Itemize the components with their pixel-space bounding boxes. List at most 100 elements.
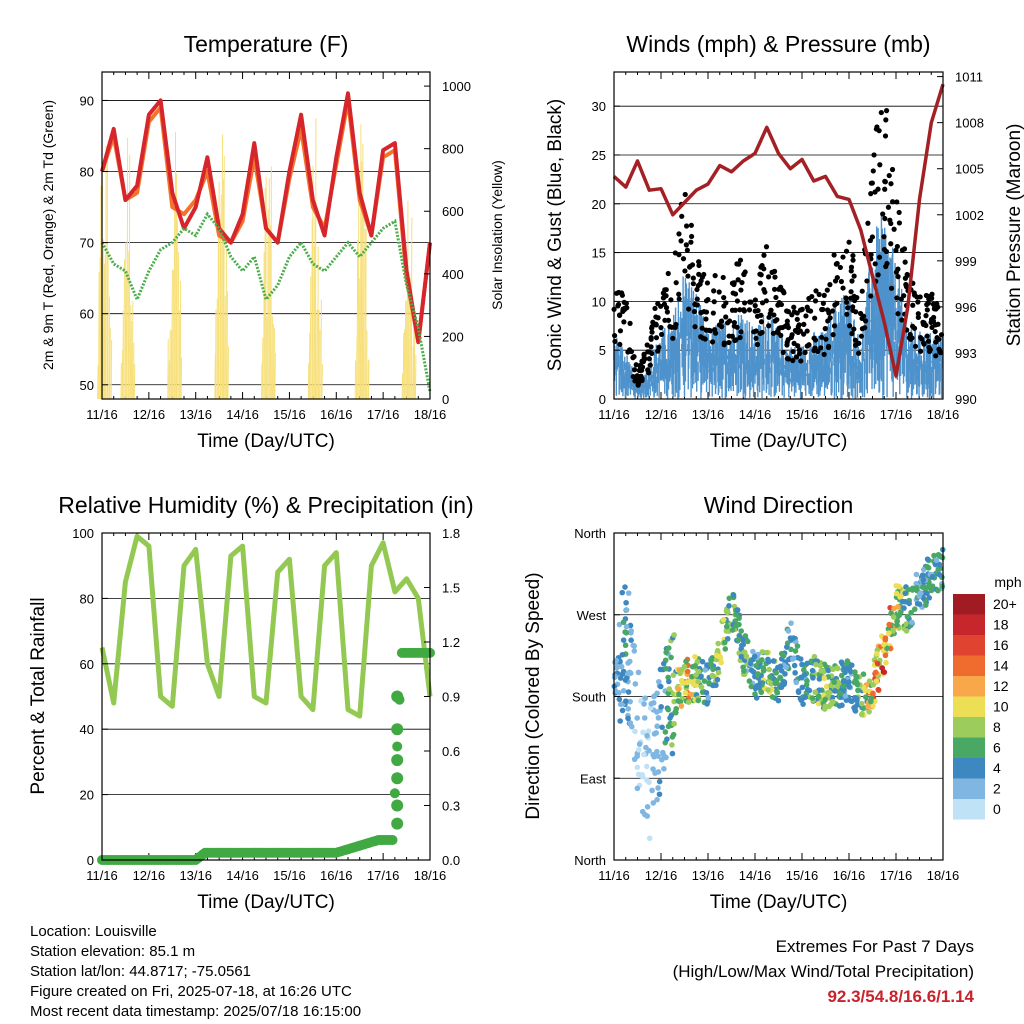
gust-point: [850, 252, 856, 259]
gust-point: [824, 307, 831, 313]
gust-point: [925, 300, 932, 306]
gust-point: [716, 289, 722, 295]
gust-point: [683, 223, 690, 229]
recent-text: Most recent data timestamp: 2025/07/18 1…: [30, 1003, 362, 1020]
direction-point: [868, 698, 874, 705]
direction-point: [919, 572, 926, 578]
direction-point: [628, 637, 634, 643]
gust-point: [834, 274, 840, 281]
gust-point: [791, 304, 797, 310]
direction-point: [659, 724, 665, 731]
direction-point: [750, 648, 756, 655]
direction-point: [770, 658, 777, 664]
colorbar-label: 18: [993, 617, 1009, 633]
colorbar-label: 8: [993, 719, 1001, 735]
direction-point: [646, 835, 653, 842]
direction-point: [625, 715, 631, 722]
direction-point: [765, 687, 771, 693]
gust-point: [818, 334, 825, 340]
gust-point: [734, 298, 740, 304]
gust-point: [647, 362, 653, 368]
elevation-text: Station elevation: 85.1 m: [30, 943, 196, 960]
gust-point: [855, 350, 862, 356]
gust-point: [703, 298, 710, 304]
humidity-ytick-right-label: 1.2: [442, 635, 460, 650]
gust-point: [754, 341, 761, 348]
gust-point: [688, 222, 694, 228]
gust-point: [797, 351, 803, 357]
direction-point: [617, 675, 624, 681]
gust-point: [852, 337, 859, 343]
gust-point: [687, 263, 693, 269]
gust-point: [723, 314, 729, 320]
gust-point: [882, 186, 888, 192]
direction-point: [862, 694, 869, 700]
direction-point: [939, 583, 946, 590]
direction-point: [866, 678, 873, 684]
extremes-values: 92.3/54.8/16.6/1.14: [827, 987, 974, 1006]
gust-point: [803, 313, 809, 319]
gust-point: [721, 295, 727, 301]
direction-point: [635, 669, 642, 676]
direction-point: [690, 681, 697, 687]
direction-point: [639, 773, 646, 780]
direction-point: [628, 629, 634, 636]
direction-point: [860, 705, 867, 711]
gust-point: [631, 367, 638, 373]
gust-point: [704, 280, 711, 286]
gust-point: [770, 330, 777, 336]
direction-point: [747, 660, 754, 667]
direction-point: [648, 701, 655, 707]
colorbar-swatch: [953, 635, 985, 656]
gust-point: [738, 329, 744, 335]
gust-point: [690, 275, 696, 281]
gust-point: [711, 299, 717, 305]
gust-point: [790, 357, 796, 364]
temperature-ytick-label: 90: [80, 93, 94, 108]
temperature-frame: [101, 71, 431, 400]
gust-point: [895, 311, 901, 317]
direction-point: [874, 651, 880, 657]
direction-point: [901, 605, 907, 611]
direction-point: [738, 628, 744, 634]
direction-ytick-label: South: [572, 690, 606, 705]
direction-ytick-label: North: [574, 853, 606, 868]
colorbar-label: 2: [993, 781, 1001, 797]
direction-point: [614, 663, 621, 670]
gust-point: [633, 362, 639, 368]
gust-point: [889, 166, 896, 173]
precip-point: [391, 690, 404, 703]
gust-point: [658, 325, 664, 331]
gust-point: [729, 307, 736, 313]
gust-point: [891, 226, 897, 232]
direction-point: [622, 584, 628, 590]
humidity-ytick-right-label: 1.5: [442, 581, 460, 596]
gust-point: [735, 277, 741, 283]
gust-point: [688, 239, 694, 245]
gust-point: [870, 168, 876, 174]
temperature-xtick-label: 13/16: [179, 407, 212, 422]
gust-point: [880, 211, 886, 217]
direction-point: [657, 683, 664, 690]
gust-point: [652, 305, 658, 312]
colorbar-label: 14: [993, 658, 1009, 674]
gust-point: [670, 335, 676, 341]
precip-point: [389, 788, 400, 799]
gust-point: [933, 306, 939, 312]
humidity-xtick-label: 18/16: [414, 868, 447, 883]
gust-point: [801, 331, 807, 337]
gust-point: [648, 344, 654, 350]
gust-point: [785, 356, 792, 362]
rh-line: [99, 533, 433, 719]
direction-point: [931, 552, 937, 559]
direction-point: [799, 661, 805, 668]
direction-point: [669, 750, 676, 757]
gust-point: [646, 356, 652, 362]
gust-point: [843, 295, 849, 301]
direction-point: [804, 678, 810, 684]
temperature-ytick-label: 80: [80, 165, 94, 180]
direction-point: [665, 678, 672, 685]
direction-point: [908, 609, 914, 616]
direction-point: [698, 673, 704, 679]
direction-point: [623, 698, 629, 704]
